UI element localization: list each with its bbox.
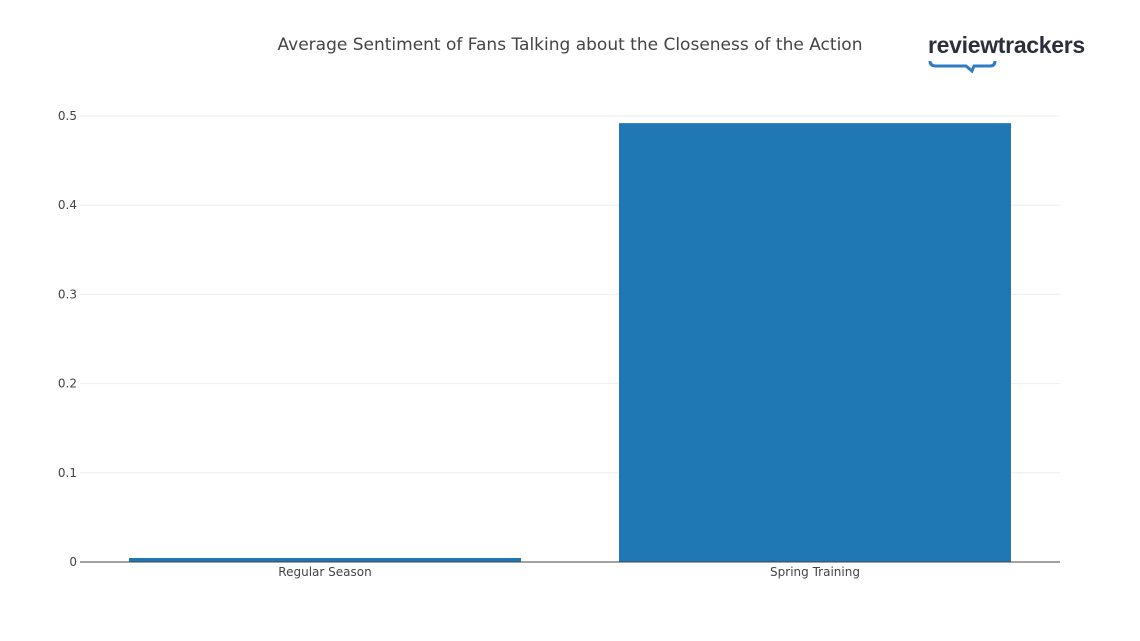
logo-text: reviewtrackers — [928, 32, 1085, 58]
y-tick-label: 0 — [69, 555, 77, 569]
x-tick-label: Regular Season — [278, 565, 371, 579]
bar — [129, 557, 521, 562]
speech-underline-icon — [928, 60, 997, 73]
bar — [619, 123, 1011, 563]
chart-title: Average Sentiment of Fans Talking about … — [278, 35, 863, 55]
y-tick-label: 0.3 — [58, 287, 77, 301]
x-tick-label: Spring Training — [770, 565, 860, 579]
y-tick-label: 0.5 — [58, 109, 77, 123]
reviewtrackers-logo: reviewtrackers — [928, 32, 1085, 73]
y-tick-label: 0.4 — [58, 198, 77, 212]
y-tick-label: 0.1 — [58, 466, 77, 480]
y-tick-label: 0.2 — [58, 377, 77, 391]
